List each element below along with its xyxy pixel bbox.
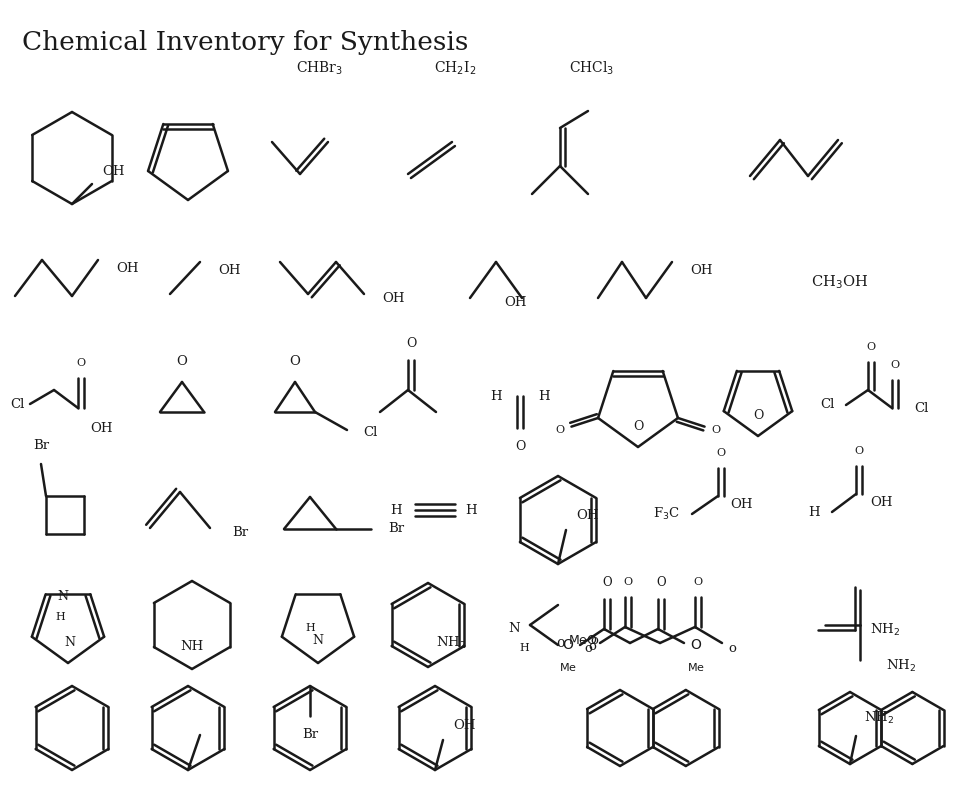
Text: Chemical Inventory for Synthesis: Chemical Inventory for Synthesis <box>21 30 468 55</box>
Text: O: O <box>514 440 525 453</box>
Text: O: O <box>632 420 643 433</box>
Text: NH$_2$: NH$_2$ <box>436 635 466 651</box>
Text: N: N <box>313 634 323 647</box>
Text: OH: OH <box>102 165 124 178</box>
Text: CH$_2$I$_2$: CH$_2$I$_2$ <box>434 59 476 77</box>
Text: NH$_2$: NH$_2$ <box>870 622 899 638</box>
Text: N: N <box>58 590 68 602</box>
Text: H: H <box>390 503 402 517</box>
Text: OH: OH <box>690 263 712 277</box>
Text: NH: NH <box>180 640 203 653</box>
Text: O: O <box>693 577 701 587</box>
Text: o: o <box>587 641 595 654</box>
Text: H: H <box>537 390 549 402</box>
Text: Cl: Cl <box>913 402 927 414</box>
Text: N: N <box>508 622 520 635</box>
Text: Br: Br <box>388 522 404 535</box>
Text: O: O <box>854 446 863 456</box>
Text: OH: OH <box>870 495 892 509</box>
Text: O: O <box>889 360 899 370</box>
Text: OH: OH <box>218 263 240 277</box>
Text: H: H <box>464 503 476 517</box>
Text: $\rm{O}$: $\rm{O}$ <box>562 638 573 652</box>
Text: o: o <box>583 642 591 655</box>
Text: OH: OH <box>116 262 139 274</box>
Text: OH: OH <box>729 498 751 510</box>
Text: O: O <box>177 355 188 368</box>
Text: $\rm{MeO}$: $\rm{MeO}$ <box>568 634 597 647</box>
Text: Br: Br <box>302 728 318 741</box>
Text: o: o <box>556 636 564 650</box>
Text: O: O <box>76 358 85 368</box>
Text: O: O <box>405 337 416 350</box>
Text: O: O <box>710 426 720 435</box>
Text: H: H <box>519 643 529 653</box>
Text: $\rm{O}$: $\rm{O}$ <box>689 638 701 652</box>
Text: F$_3$C: F$_3$C <box>653 506 679 522</box>
Text: Br: Br <box>33 439 49 452</box>
Text: Cl: Cl <box>10 398 24 410</box>
Text: O: O <box>289 355 300 368</box>
Text: O: O <box>555 426 564 435</box>
Text: OH: OH <box>90 422 112 435</box>
Text: H: H <box>56 612 65 622</box>
Text: O: O <box>602 576 612 589</box>
Text: OH: OH <box>452 719 475 732</box>
Text: OH: OH <box>503 296 526 309</box>
Text: Br: Br <box>232 526 248 538</box>
Text: O: O <box>622 577 632 587</box>
Text: $\rm{Me}$: $\rm{Me}$ <box>686 661 704 673</box>
Text: N: N <box>64 636 75 649</box>
Text: O: O <box>716 448 725 458</box>
Text: CHCl$_3$: CHCl$_3$ <box>569 59 614 77</box>
Text: o: o <box>727 642 735 655</box>
Text: O: O <box>656 576 665 589</box>
Text: NH$_2$: NH$_2$ <box>885 658 915 674</box>
Text: OH: OH <box>575 509 598 522</box>
Text: H: H <box>305 623 315 633</box>
Text: O: O <box>752 409 762 422</box>
Text: O: O <box>866 342 874 352</box>
Text: $\rm{Me}$: $\rm{Me}$ <box>559 661 576 673</box>
Text: NH$_2$: NH$_2$ <box>863 710 893 726</box>
Text: Cl: Cl <box>819 398 833 411</box>
Text: Cl: Cl <box>362 426 377 438</box>
Text: H: H <box>808 506 819 518</box>
Text: CH$_3$OH: CH$_3$OH <box>811 273 868 291</box>
Text: H: H <box>489 390 501 402</box>
Text: o: o <box>589 634 597 647</box>
Text: CHBr$_3$: CHBr$_3$ <box>296 59 343 77</box>
Text: OH: OH <box>382 291 404 305</box>
